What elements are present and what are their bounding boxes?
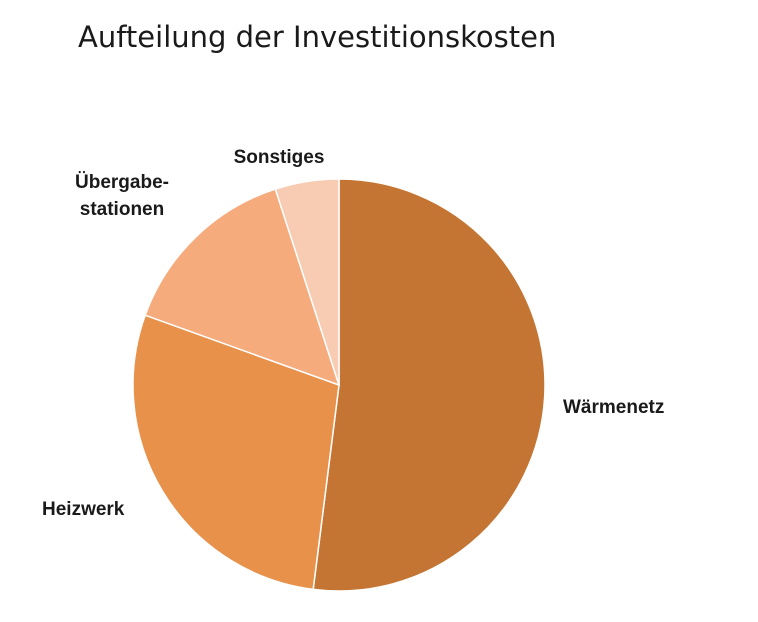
slice-label-uebergabestationen: Übergabe-stationen bbox=[75, 172, 169, 220]
slice-label-sonstiges: Sonstiges bbox=[234, 147, 325, 168]
pie-slice-sonstiges bbox=[274, 178, 340, 386]
pie-slice-waermenetz bbox=[312, 178, 546, 592]
slice-label-waermenetz: Wärmenetz bbox=[563, 397, 664, 418]
slice-label-heizwerk: Heizwerk bbox=[42, 499, 125, 520]
pie-slice-heizwerk bbox=[132, 314, 340, 591]
chart-title: Aufteilung der Investitionskosten bbox=[78, 20, 557, 54]
